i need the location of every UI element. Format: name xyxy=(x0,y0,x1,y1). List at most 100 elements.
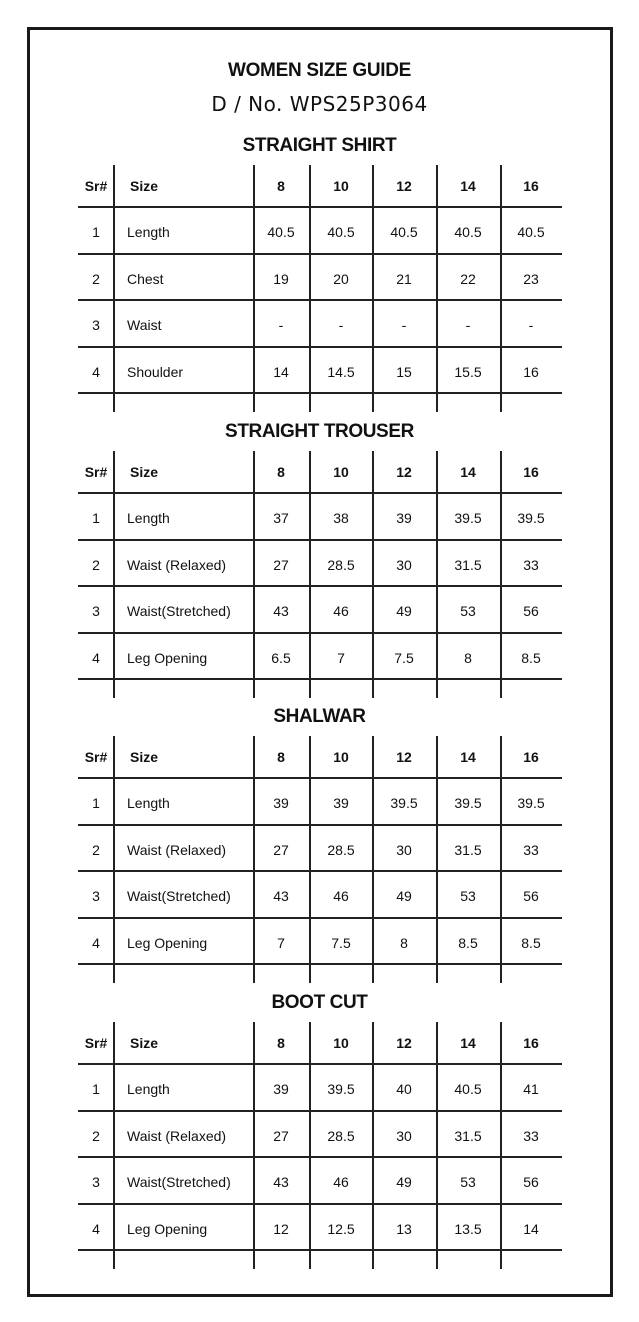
measurement-value: 8.5 xyxy=(521,934,541,951)
measurement-value: 38 xyxy=(333,510,349,526)
measurement-label: Length xyxy=(127,795,170,811)
measurement-value: 28.5 xyxy=(327,841,355,858)
page-title: WOMEN SIZE GUIDE xyxy=(227,60,412,81)
measurement-value: 30 xyxy=(396,841,412,858)
measurement-value: - xyxy=(278,317,284,333)
row-divider xyxy=(78,206,562,208)
measurement-value: 33 xyxy=(523,841,539,858)
measurement-value: 8 xyxy=(400,934,408,951)
column-header: 12 xyxy=(396,178,412,194)
measurement-value: 7.5 xyxy=(331,934,351,951)
size-table-section: BOOT CUT Sr# Size 8 10 12 14 16 1 Length 39 39.5 40 4… xyxy=(0,992,639,1274)
column-header: Sr# xyxy=(84,749,108,765)
measurement-value: 33 xyxy=(523,556,539,573)
measurement-label: Length xyxy=(127,224,170,240)
row-number: 3 xyxy=(92,317,100,333)
measurement-value: 12 xyxy=(273,1220,289,1237)
column-divider xyxy=(309,451,311,698)
row-divider xyxy=(78,253,562,255)
measurement-value: 39 xyxy=(273,795,289,811)
measurement-value: 33 xyxy=(523,1127,539,1144)
measurement-value: 49 xyxy=(396,1174,412,1190)
column-divider xyxy=(372,165,374,412)
measurement-value: 49 xyxy=(396,603,412,619)
measurement-value: 23 xyxy=(523,270,539,287)
column-header: Size xyxy=(130,464,159,480)
measurement-value: 37 xyxy=(273,510,289,526)
column-divider xyxy=(113,736,115,983)
row-divider xyxy=(78,1249,562,1251)
row-number: 2 xyxy=(92,270,100,287)
section-title: STRAIGHT SHIRT xyxy=(242,135,397,156)
size-guide-frame xyxy=(27,27,613,1297)
measurement-value: 7 xyxy=(337,649,345,666)
column-divider xyxy=(309,1022,311,1269)
measurement-value: 40.5 xyxy=(390,224,418,240)
column-header: 12 xyxy=(396,1035,412,1051)
column-header: 16 xyxy=(523,1035,539,1051)
measurement-value: 40.5 xyxy=(327,224,355,240)
measurement-value: - xyxy=(338,317,344,333)
measurement-value: 53 xyxy=(460,603,476,619)
measurement-label: Leg Opening xyxy=(127,1220,208,1237)
column-header: 8 xyxy=(277,178,285,194)
column-header: 12 xyxy=(396,749,412,765)
measurement-value: 46 xyxy=(333,1174,349,1190)
column-header: Size xyxy=(130,1035,159,1051)
section-title: SHALWAR xyxy=(273,706,366,727)
size-table-section: STRAIGHT SHIRT Sr# Size 8 10 12 14 16 1 Length 40.… xyxy=(0,135,639,417)
column-divider xyxy=(253,736,255,983)
column-divider xyxy=(309,736,311,983)
column-divider xyxy=(113,451,115,698)
measurement-label: Length xyxy=(127,1081,170,1097)
measurement-value: 14 xyxy=(523,1220,539,1237)
column-header: 8 xyxy=(277,1035,285,1051)
measurement-label: Waist(Stretched) xyxy=(127,888,231,904)
column-header: 14 xyxy=(460,464,476,480)
measurement-label: Chest xyxy=(127,270,164,287)
measurement-value: 39.5 xyxy=(390,795,418,811)
measurement-label: Waist xyxy=(127,317,162,333)
column-header: 16 xyxy=(523,749,539,765)
row-divider xyxy=(78,539,562,541)
column-header: 8 xyxy=(277,749,285,765)
row-divider xyxy=(78,392,562,394)
row-number: 3 xyxy=(92,888,100,904)
column-divider xyxy=(253,1022,255,1269)
row-divider xyxy=(78,585,562,587)
measurement-value: 22 xyxy=(460,270,476,287)
measurement-value: 15.5 xyxy=(454,363,482,380)
row-number: 4 xyxy=(92,1220,100,1237)
row-number: 1 xyxy=(92,795,100,811)
measurement-value: 15 xyxy=(396,363,412,380)
row-number: 1 xyxy=(92,510,100,526)
column-divider xyxy=(372,736,374,983)
measurement-value: 31.5 xyxy=(454,1127,482,1144)
measurement-value: 13.5 xyxy=(454,1220,482,1237)
measurement-value: 53 xyxy=(460,888,476,904)
column-header: 14 xyxy=(460,749,476,765)
column-divider xyxy=(436,451,438,698)
column-divider xyxy=(436,1022,438,1269)
measurement-value: 31.5 xyxy=(454,556,482,573)
row-divider xyxy=(78,824,562,826)
measurement-value: 28.5 xyxy=(327,1127,355,1144)
row-number: 2 xyxy=(92,1127,100,1144)
measurement-label: Waist (Relaxed) xyxy=(127,556,227,573)
column-divider xyxy=(113,165,115,412)
measurement-value: 19 xyxy=(273,270,289,287)
column-header: Sr# xyxy=(84,178,108,194)
measurement-value: 7 xyxy=(277,934,285,951)
measurement-value: 27 xyxy=(273,1127,289,1144)
row-number: 1 xyxy=(92,1081,100,1097)
column-divider xyxy=(436,736,438,983)
measurement-value: 16 xyxy=(523,363,539,380)
row-divider xyxy=(78,777,562,779)
measurement-value: 8.5 xyxy=(521,649,541,666)
column-header: 12 xyxy=(396,464,412,480)
measurement-value: 28.5 xyxy=(327,556,355,573)
row-number: 2 xyxy=(92,556,100,573)
row-divider xyxy=(78,678,562,680)
size-table-section: SHALWAR Sr# Size 8 10 12 14 16 1 Length 39 39 39.5 39… xyxy=(0,706,639,988)
measurement-value: 40.5 xyxy=(517,224,545,240)
